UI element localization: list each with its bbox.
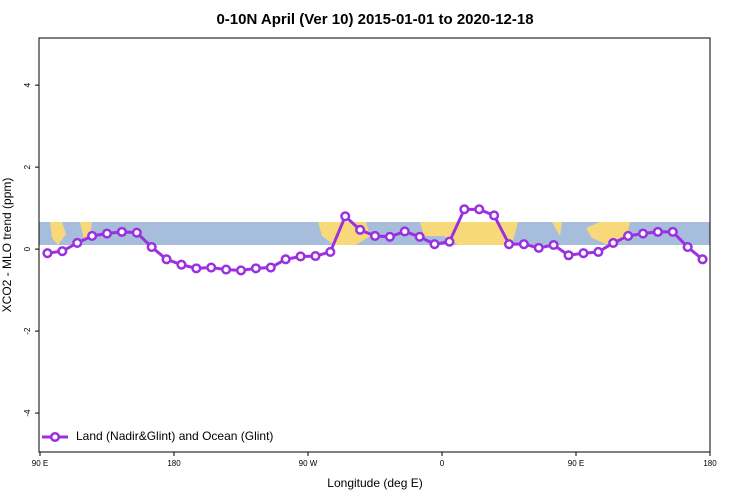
- data-point: [116, 226, 127, 237]
- x-tick-label: 90 E: [568, 459, 584, 468]
- data-point: [459, 204, 470, 215]
- data-point: [652, 226, 663, 237]
- data-point: [578, 248, 589, 259]
- y-axis-label: XCO2 - MLO trend (ppm): [0, 178, 14, 313]
- x-tick-label: 90 E: [32, 459, 48, 468]
- chart-title: 0-10N April (Ver 10) 2015-01-01 to 2020-…: [216, 11, 533, 28]
- x-axis-label: Longitude (deg E): [327, 476, 422, 490]
- data-point: [42, 248, 53, 259]
- legend-label: Land (Nadir&Glint) and Ocean (Glint): [76, 429, 273, 443]
- data-point: [191, 263, 202, 274]
- data-point: [221, 264, 232, 275]
- data-point: [637, 228, 649, 239]
- data-point: [474, 204, 485, 215]
- data-point: [101, 228, 113, 239]
- data-point: [414, 231, 425, 242]
- data-point: [176, 259, 187, 270]
- x-tick-label: 90 W: [299, 459, 318, 468]
- data-point: [265, 262, 276, 273]
- data-point: [369, 230, 381, 242]
- y-tick-label: 2: [23, 164, 32, 169]
- data-point: [533, 242, 544, 253]
- data-point: [489, 210, 500, 221]
- data-point: [310, 251, 321, 262]
- data-point: [444, 236, 455, 247]
- data-point: [355, 224, 366, 235]
- data-point: [548, 239, 559, 251]
- data-point: [667, 226, 678, 237]
- data-point: [295, 251, 306, 262]
- data-point: [280, 254, 291, 265]
- data-point: [131, 227, 142, 238]
- data-point: [503, 239, 515, 250]
- x-tick-label: 180: [703, 459, 717, 468]
- data-point: [384, 231, 395, 242]
- data-point: [518, 239, 529, 250]
- y-tick-label: 0: [23, 246, 32, 251]
- data-point: [340, 211, 351, 222]
- legend-marker: [49, 431, 61, 443]
- data-point: [161, 254, 172, 265]
- data-point: [325, 246, 336, 258]
- y-tick-label: -4: [23, 409, 32, 417]
- x-tick-label: 0: [440, 459, 445, 468]
- x-tick-label: 180: [167, 459, 181, 468]
- data-point: [608, 237, 619, 249]
- data-point: [206, 262, 217, 273]
- data-point: [697, 254, 708, 265]
- data-point: [57, 246, 68, 257]
- data-point: [399, 226, 410, 237]
- data-point: [429, 239, 440, 250]
- data-point: [682, 241, 693, 253]
- y-tick-label: 4: [23, 82, 32, 87]
- data-point: [146, 241, 157, 253]
- data-point: [623, 230, 634, 242]
- data-point: [563, 250, 574, 261]
- data-point: [593, 246, 604, 258]
- data-point: [250, 263, 261, 274]
- y-tick-label: -2: [23, 327, 32, 335]
- data-point: [235, 265, 247, 276]
- plot-frame: [38, 37, 711, 453]
- data-point: [87, 230, 98, 242]
- data-point: [72, 237, 83, 249]
